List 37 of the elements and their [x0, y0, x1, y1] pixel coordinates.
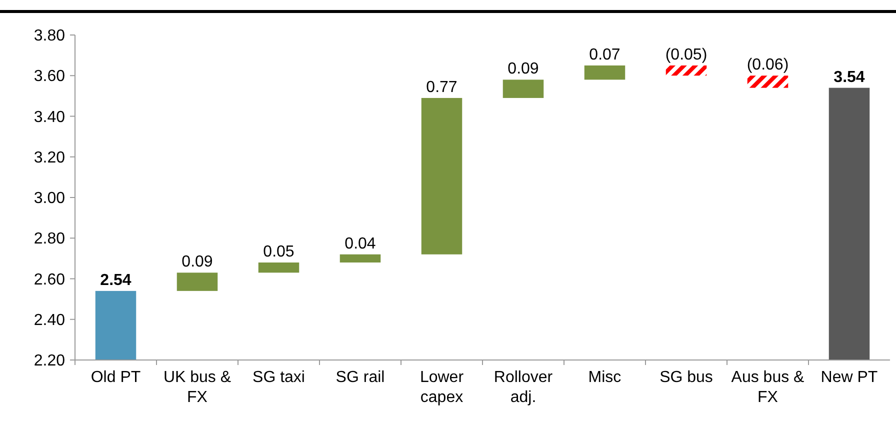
bar [666, 65, 707, 76]
x-tick-label: Old PT [90, 369, 141, 386]
x-tick-label: Rollover adj. [494, 369, 554, 406]
data-label: 2.54 [100, 272, 132, 289]
data-label: 0.09 [182, 254, 213, 271]
bar [502, 80, 544, 98]
bar [176, 272, 218, 291]
y-tick-label: 2.40 [34, 312, 66, 329]
data-label: (0.06) [746, 56, 789, 74]
y-tick-label: 3.40 [34, 108, 66, 126]
data-label: (0.05) [665, 46, 708, 64]
bar [340, 254, 381, 262]
y-tick-label: 2.80 [34, 230, 66, 248]
data-label: 0.05 [263, 244, 294, 260]
y-tick-label: 3.80 [34, 28, 66, 45]
x-tick-label: SG rail [336, 369, 385, 386]
x-tick-label: UK bus & FX [163, 369, 232, 406]
x-tick-label: SG taxi [252, 369, 305, 386]
bar [584, 65, 626, 80]
x-tick-label: New PT [820, 369, 878, 386]
x-tick-label: SG bus [660, 369, 713, 386]
data-label: 3.54 [834, 68, 865, 86]
y-tick-label: 2.60 [34, 271, 66, 288]
data-label: 0.04 [344, 235, 376, 252]
data-label: 0.77 [426, 78, 458, 96]
y-tick-label: 2.20 [34, 352, 66, 370]
bar [747, 76, 788, 88]
x-tick-label: Misc [588, 369, 622, 386]
y-tick-label: 3.00 [34, 190, 66, 208]
y-tick-label: 3.60 [34, 68, 66, 86]
x-tick-label: Aus bus & FX [731, 369, 805, 406]
bar [258, 262, 300, 273]
x-tick-label: Lower capex [420, 369, 464, 406]
bar [421, 98, 462, 254]
y-tick-label: 3.20 [34, 149, 66, 166]
data-label: 0.09 [508, 60, 539, 78]
data-label: 0.07 [589, 46, 620, 64]
